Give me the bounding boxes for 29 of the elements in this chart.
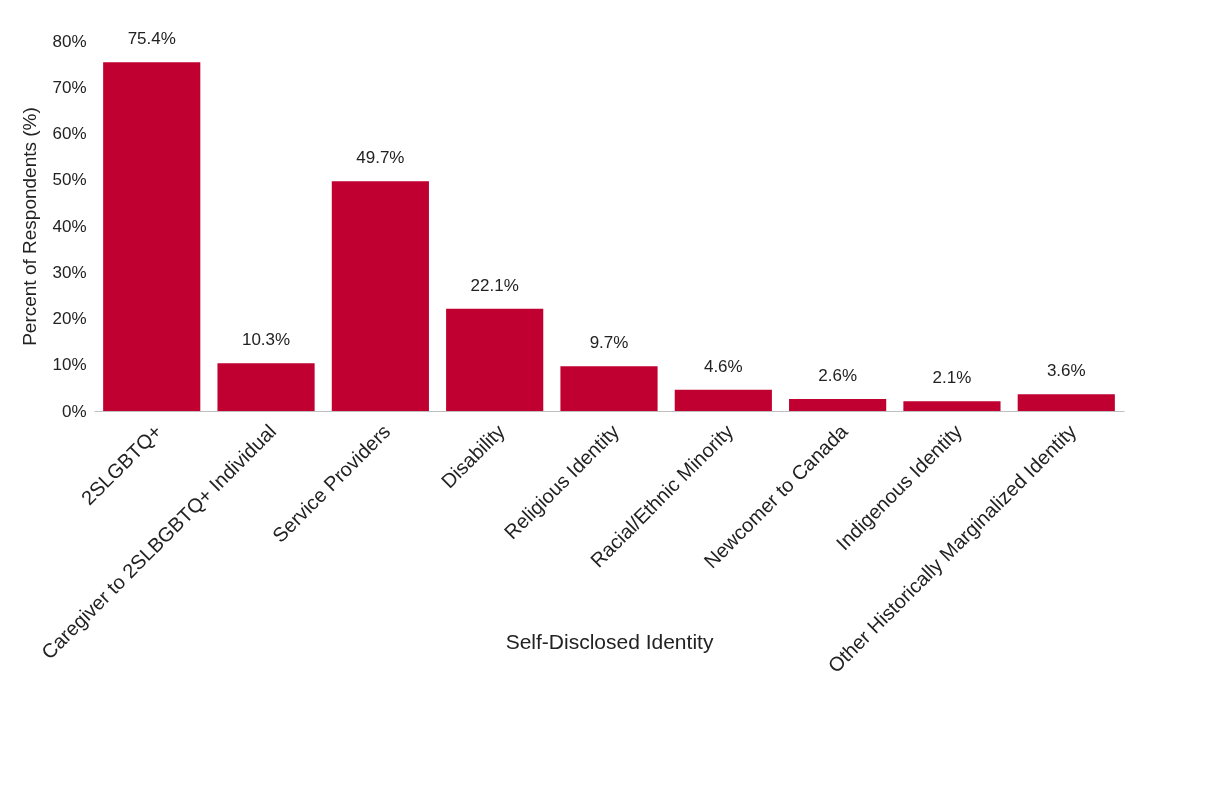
data-label: 3.6% [1046, 361, 1086, 381]
y-tick-label: 20% [52, 309, 87, 328]
bar [903, 401, 1001, 411]
y-tick-label: 30% [52, 262, 87, 282]
y-tick-label: 0% [61, 401, 87, 421]
bar [674, 389, 772, 411]
data-label: 49.7% [356, 148, 405, 168]
data-label: 75.4% [127, 29, 176, 49]
data-label: 9.7% [589, 333, 629, 353]
bar [789, 398, 887, 411]
data-label: 10.3% [241, 330, 291, 350]
y-tick-label: 10% [52, 355, 87, 375]
bar [103, 62, 201, 411]
y-tick-label: 80% [52, 31, 87, 51]
y-tick-label: 40% [52, 216, 87, 236]
bar [331, 181, 429, 411]
data-label: 2.6% [818, 365, 858, 385]
y-tick-label: 50% [52, 170, 87, 190]
y-axis-title: Percent of Respondents (%) [19, 107, 41, 346]
data-label: 4.6% [703, 356, 743, 376]
bar [560, 366, 658, 411]
bar [1017, 394, 1115, 411]
bar [217, 363, 315, 411]
bar [446, 308, 544, 411]
y-tick-label: 70% [52, 77, 87, 97]
y-tick-label: 60% [52, 124, 87, 143]
data-label: 22.1% [470, 275, 519, 295]
x-axis-title: Self-Disclosed Identity [505, 629, 714, 653]
data-label: 2.1% [932, 368, 972, 388]
